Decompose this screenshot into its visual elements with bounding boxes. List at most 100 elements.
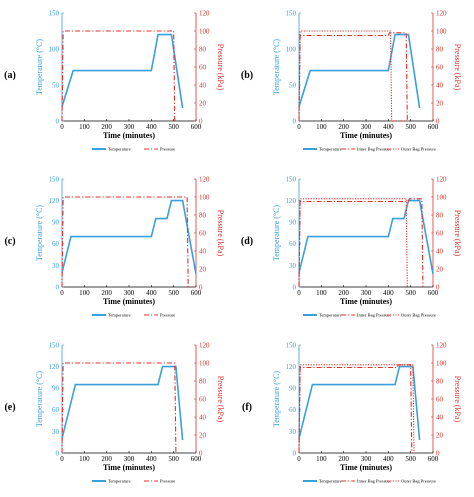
left-tick-label: 100 — [49, 45, 60, 53]
right-tick-label: 0 — [199, 117, 203, 125]
right-tick-label: 40 — [436, 247, 444, 255]
left-tick-label: 120 — [49, 197, 60, 205]
series-line-pressure — [61, 196, 189, 288]
series-line-pressure — [61, 30, 176, 122]
right-tick-label: 100 — [436, 193, 447, 201]
x-axis-title: Time (minutes) — [340, 463, 392, 472]
x-tick-label: 500 — [405, 289, 416, 297]
left-tick-label: 90 — [52, 385, 60, 393]
left-tick-label: 50 — [289, 81, 297, 89]
panel-label: (b) — [241, 70, 253, 81]
left-axis-title: Temperature (°C) — [272, 371, 281, 428]
x-tick-label: 300 — [361, 455, 372, 463]
chart-panel-b: (b)0 100 200 300 400 500 600050100150020406080… — [241, 9, 462, 152]
left-tick-label: 50 — [52, 81, 60, 89]
legend-label: Temperature — [319, 313, 342, 318]
x-tick-label: 200 — [338, 455, 349, 463]
chart-panel-e: (e)0 100 200 300 400 500 600030609012015002040… — [4, 341, 225, 483]
series-line-inner-bag-pressure — [298, 32, 408, 122]
left-tick-label: 0 — [293, 449, 297, 457]
x-tick-label: 100 — [79, 289, 90, 297]
legend-label: Inner Bag Pressure — [357, 479, 391, 484]
right-tick-label: 120 — [436, 341, 447, 349]
left-tick-label: 120 — [286, 197, 297, 205]
left-tick-label: 60 — [289, 406, 297, 414]
left-tick-label: 0 — [293, 283, 297, 291]
left-tick-label: 0 — [56, 449, 60, 457]
x-tick-label: 0 — [60, 123, 64, 131]
series-line-outer-bag-pressure — [298, 198, 408, 288]
legend-label: Temperature — [319, 147, 342, 152]
right-tick-label: 0 — [436, 449, 440, 457]
series-line-inner-bag-pressure — [298, 198, 424, 288]
left-tick-label: 0 — [56, 117, 60, 125]
right-tick-label: 0 — [436, 117, 440, 125]
right-tick-label: 40 — [199, 81, 207, 89]
right-axis-title: Pressure (kPa) — [216, 376, 225, 423]
left-tick-label: 150 — [49, 175, 60, 183]
series-line-pressure — [61, 362, 177, 454]
right-tick-label: 40 — [199, 247, 207, 255]
right-tick-label: 60 — [436, 395, 444, 403]
series-line-outer-bag-pressure — [298, 364, 415, 454]
left-tick-label: 30 — [289, 428, 297, 436]
x-tick-label: 200 — [101, 289, 112, 297]
right-tick-label: 0 — [436, 283, 440, 291]
chart-panel-c: (c)0 100 200 300 400 500 600030609012015002040… — [4, 175, 225, 318]
chart-panel-a: (a)0 100 200 300 400 500 600050100150020406080… — [4, 9, 225, 151]
right-tick-label: 80 — [199, 211, 207, 219]
series-line-temperature — [298, 365, 421, 441]
x-tick-label: 400 — [146, 123, 157, 131]
left-tick-label: 30 — [52, 262, 60, 270]
left-tick-label: 150 — [49, 9, 60, 17]
right-axis-title: Pressure (kPa) — [453, 210, 462, 257]
x-tick-label: 600 — [191, 289, 202, 297]
right-tick-label: 80 — [436, 377, 444, 385]
left-tick-label: 0 — [56, 283, 60, 291]
right-tick-label: 20 — [436, 431, 444, 439]
right-tick-label: 100 — [436, 359, 447, 367]
x-tick-label: 500 — [405, 455, 416, 463]
x-tick-label: 400 — [383, 455, 394, 463]
x-tick-label: 100 — [316, 289, 327, 297]
x-axis-title: Time (minutes) — [340, 131, 392, 140]
x-tick-label: 300 — [124, 123, 135, 131]
right-tick-label: 60 — [199, 63, 207, 71]
right-tick-label: 80 — [436, 211, 444, 219]
right-tick-label: 60 — [199, 395, 207, 403]
x-tick-label: 600 — [191, 123, 202, 131]
left-tick-label: 0 — [293, 117, 297, 125]
x-tick-label: 0 — [297, 123, 301, 131]
right-tick-label: 120 — [199, 341, 210, 349]
right-tick-label: 20 — [436, 99, 444, 107]
left-tick-label: 90 — [289, 385, 297, 393]
x-tick-label: 400 — [146, 289, 157, 297]
x-axis-title: Time (minutes) — [103, 131, 155, 140]
x-tick-label: 600 — [428, 123, 439, 131]
x-axis-title: Time (minutes) — [103, 297, 155, 306]
left-axis-title: Temperature (°C) — [35, 371, 44, 428]
right-tick-label: 100 — [436, 27, 447, 35]
x-tick-label: 400 — [383, 289, 394, 297]
x-axis-title: Time (minutes) — [103, 463, 155, 472]
left-tick-label: 60 — [52, 406, 60, 414]
x-tick-label: 200 — [101, 455, 112, 463]
left-tick-label: 150 — [286, 341, 297, 349]
x-tick-label: 100 — [79, 123, 90, 131]
x-tick-label: 200 — [338, 289, 349, 297]
x-tick-label: 0 — [297, 289, 301, 297]
right-tick-label: 40 — [436, 413, 444, 421]
series-line-temperature — [61, 33, 184, 109]
x-tick-label: 500 — [168, 289, 179, 297]
x-tick-label: 600 — [428, 455, 439, 463]
series-line-temperature — [61, 199, 197, 275]
right-tick-label: 100 — [199, 193, 210, 201]
right-tick-label: 40 — [199, 413, 207, 421]
right-tick-label: 120 — [436, 175, 447, 183]
legend-label: Outer Bag Pressure — [401, 479, 436, 484]
legend-label: Temperature — [108, 313, 131, 318]
x-tick-label: 200 — [101, 123, 112, 131]
panel-label: (a) — [4, 70, 16, 81]
panel-label: (d) — [241, 236, 253, 247]
